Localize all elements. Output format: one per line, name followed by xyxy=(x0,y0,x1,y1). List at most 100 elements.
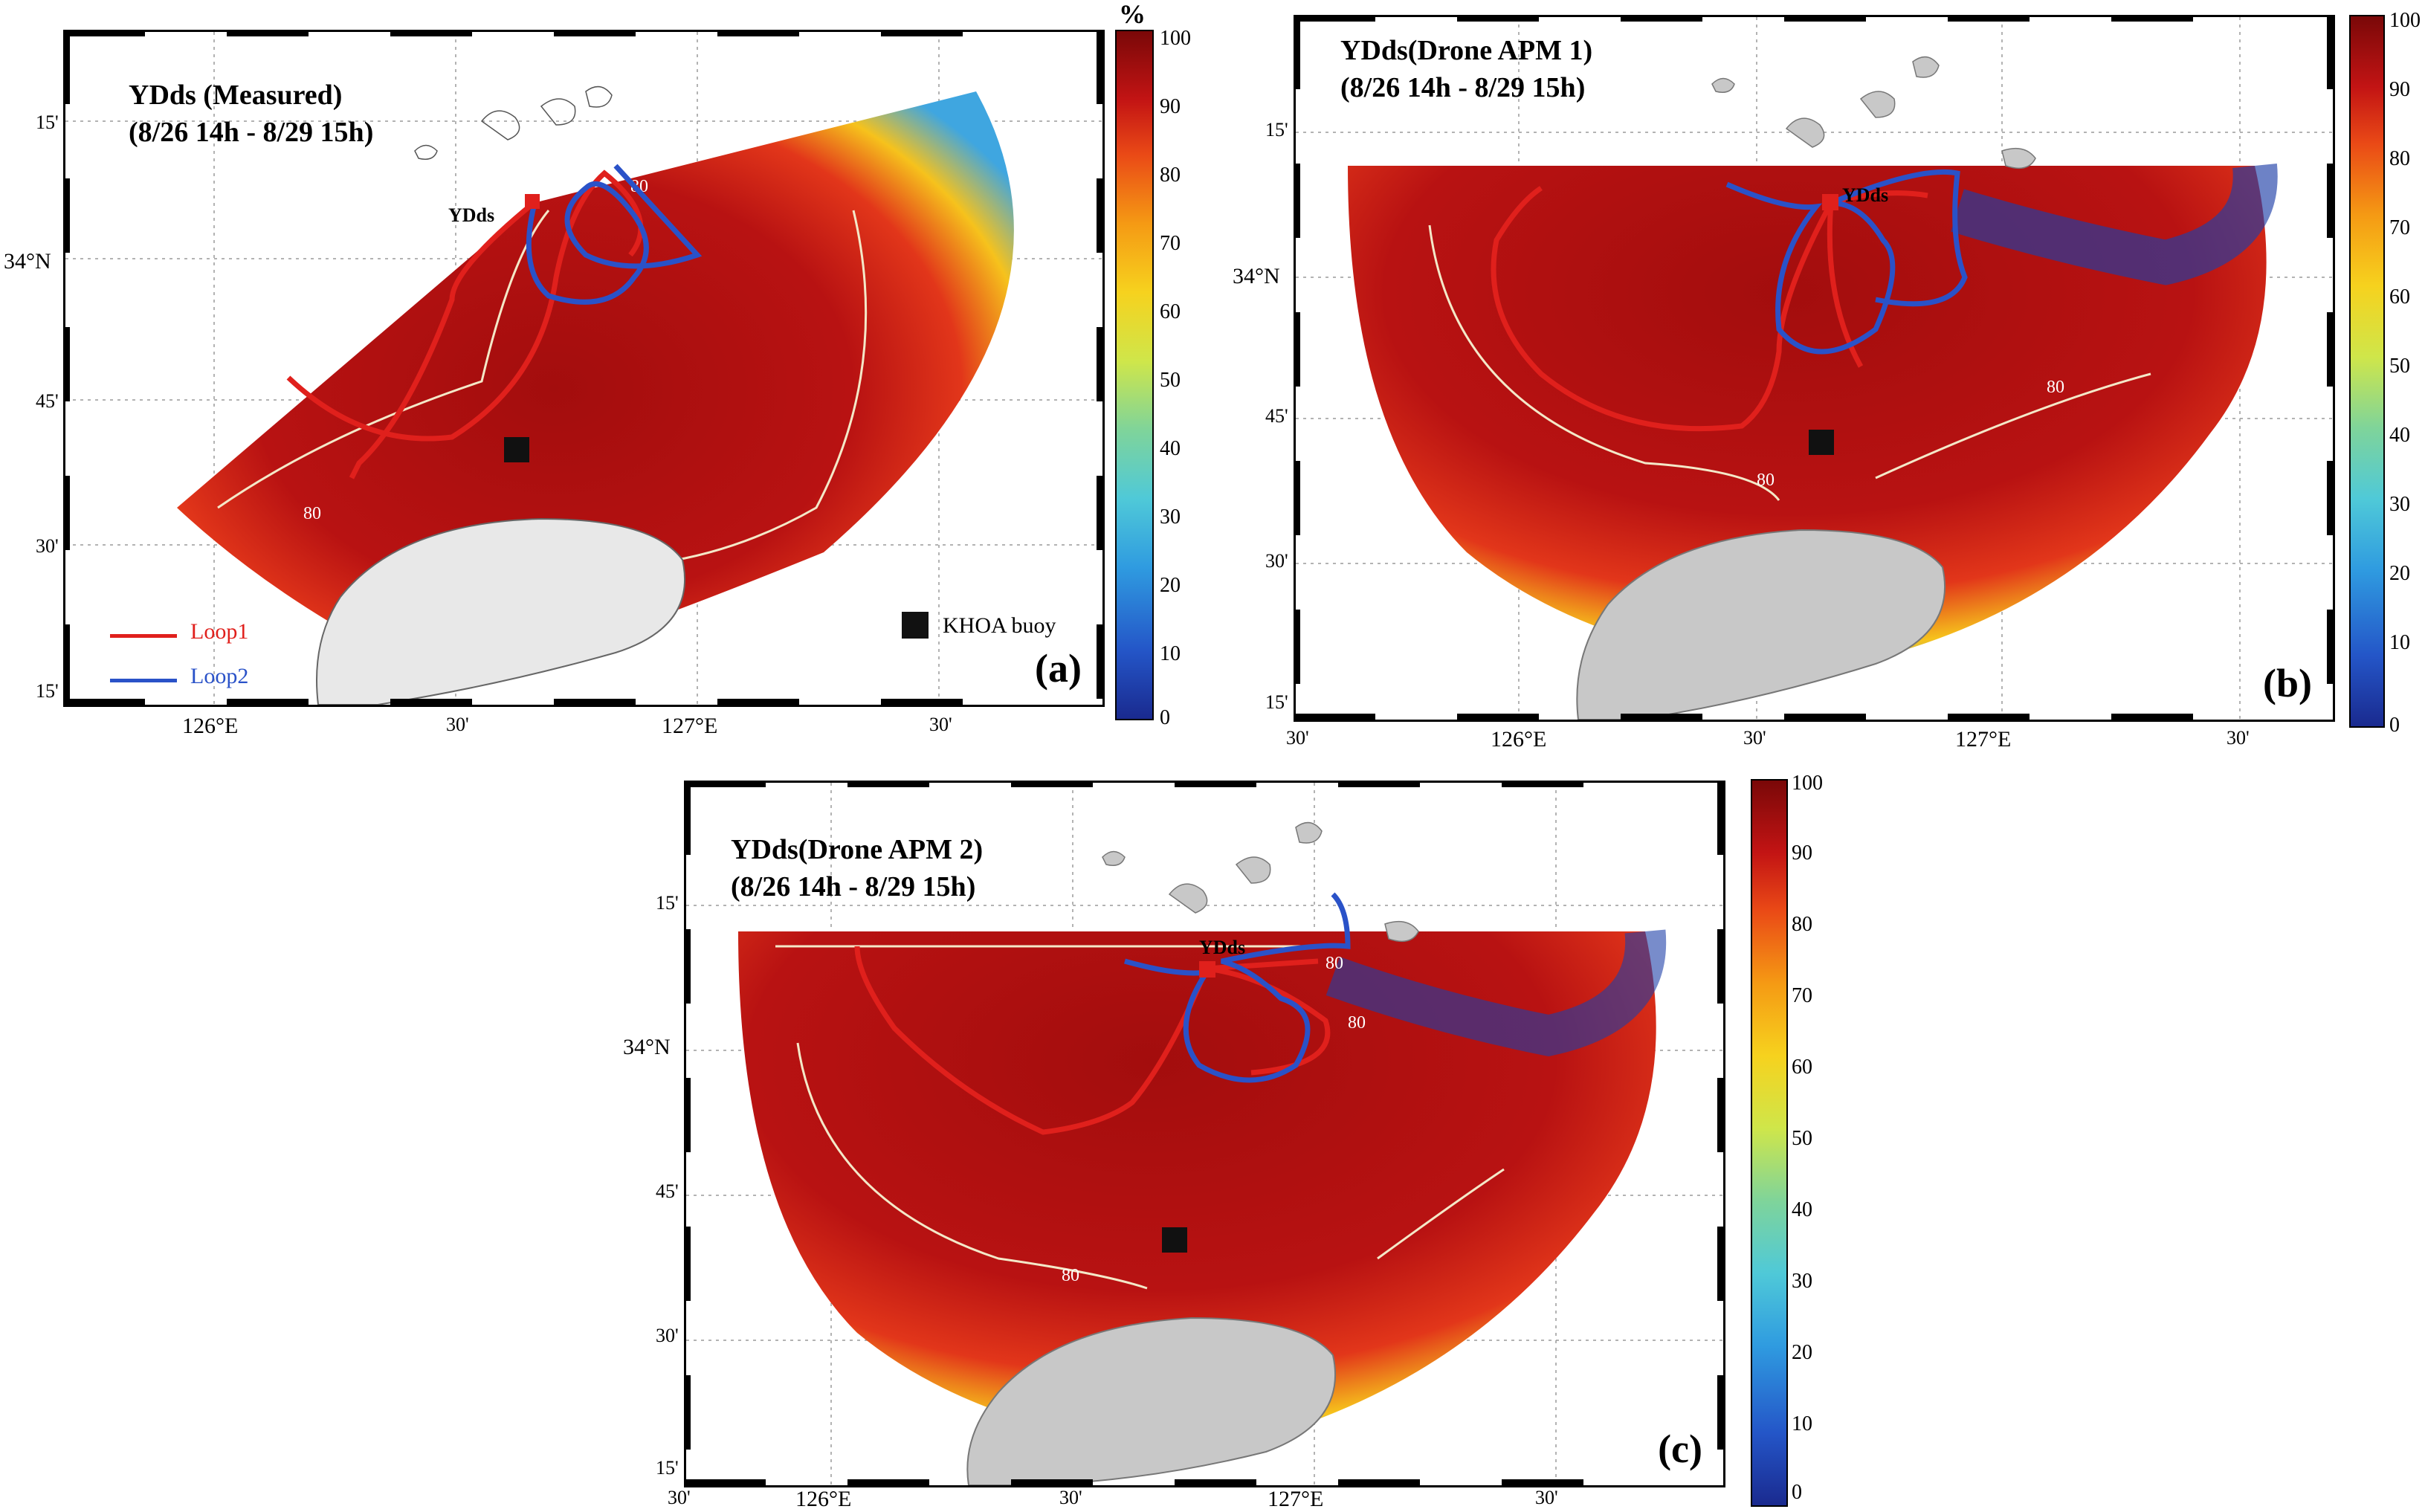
cb-tick: 20 xyxy=(2389,562,2410,585)
svg-text:80: 80 xyxy=(1325,954,1343,973)
lon-tick: 30' xyxy=(1535,1487,1558,1508)
cb-tick: 90 xyxy=(1160,95,1181,118)
cb-tick: 40 xyxy=(1792,1198,1812,1221)
cb-tick: 90 xyxy=(2389,78,2410,101)
lat-tick: 34°N xyxy=(623,1035,671,1059)
colorbar-c xyxy=(1751,779,1788,1507)
lat-tick: 15' xyxy=(656,1457,679,1479)
lat-tick: 15' xyxy=(36,112,59,133)
coverage-fan xyxy=(738,931,1656,1452)
island xyxy=(966,1316,1337,1485)
cb-tick: 100 xyxy=(2389,9,2421,32)
svg-text:80: 80 xyxy=(1348,1013,1366,1033)
loop2-track xyxy=(1725,169,1968,355)
cb-tick: 30 xyxy=(2389,493,2410,516)
panel-a: 80 80 YDds YDds (Measured) (8/26 14h - 8/… xyxy=(0,0,1219,751)
lon-tick: 127°E xyxy=(1955,727,2012,752)
colorbar-b xyxy=(2349,15,2385,728)
station-label: YDds xyxy=(1842,184,1888,206)
cb-tick: 10 xyxy=(1792,1412,1812,1435)
cb-tick: 30 xyxy=(1792,1270,1812,1293)
lon-tick: 127°E xyxy=(662,714,718,738)
buoy-legend-square xyxy=(902,612,929,639)
island xyxy=(316,517,686,705)
cb-tick: 50 xyxy=(1160,369,1181,392)
lat-tick: 30' xyxy=(656,1325,679,1346)
svg-text:80: 80 xyxy=(1757,471,1775,490)
lat-tick: 30' xyxy=(1265,550,1288,572)
panel-letter: (a) xyxy=(1035,646,1082,691)
cb-tick: 60 xyxy=(1160,300,1181,323)
cb-tick: 60 xyxy=(2389,285,2410,308)
cb-tick: 20 xyxy=(1160,574,1181,597)
lat-tick: 15' xyxy=(36,680,59,702)
lon-tick: 126°E xyxy=(795,1487,852,1511)
buoy-legend-label: KHOA buoy xyxy=(943,613,1056,638)
lon-tick: 30' xyxy=(929,714,952,735)
cb-tick: 30 xyxy=(1160,505,1181,529)
lat-tick: 30' xyxy=(36,535,59,557)
loop1-legend-line xyxy=(110,634,177,638)
colorbar-unit: % xyxy=(1119,0,1146,29)
lat-tick: 45' xyxy=(36,390,59,412)
lat-tick: 34°N xyxy=(4,249,51,274)
cb-tick: 70 xyxy=(2389,216,2410,239)
station-label: YDds xyxy=(1199,937,1245,958)
cb-tick: 0 xyxy=(1792,1481,1802,1504)
lat-tick: 45' xyxy=(1265,405,1288,427)
lon-tick: 30' xyxy=(1286,727,1309,749)
lon-tick: 30' xyxy=(1743,727,1766,749)
station-marker xyxy=(525,194,540,209)
cb-tick: 10 xyxy=(2389,631,2410,654)
cb-tick: 70 xyxy=(1160,232,1181,255)
svg-text:80: 80 xyxy=(2047,378,2064,397)
station-marker xyxy=(1822,194,1838,210)
cb-tick: 40 xyxy=(1160,437,1181,460)
coverage-fan xyxy=(177,91,1014,686)
lon-tick: 30' xyxy=(668,1487,691,1508)
lat-tick: 15' xyxy=(1265,691,1288,713)
cb-tick: 80 xyxy=(2389,147,2410,170)
lon-tick: 30' xyxy=(446,714,469,735)
cb-tick: 70 xyxy=(1792,984,1812,1007)
buoy-marker xyxy=(1162,1227,1187,1253)
cb-tick: 0 xyxy=(2389,714,2400,737)
loop1-track xyxy=(286,169,644,479)
panel-letter: (c) xyxy=(1658,1427,1702,1471)
cb-tick: 40 xyxy=(2389,424,2410,447)
panel-title: YDds (Measured) (8/26 14h - 8/29 15h) xyxy=(129,80,374,148)
loop1-legend-label: Loop1 xyxy=(190,619,249,644)
buoy-marker xyxy=(504,437,529,462)
map-c: 80 80 80 YDds YDds(Drone APM 2) (8/26 14h… xyxy=(684,781,1725,1487)
cb-tick: 80 xyxy=(1792,913,1812,936)
island xyxy=(1576,529,1946,720)
buoy-marker xyxy=(1809,430,1834,455)
panel-title: YDds(Drone APM 2) (8/26 14h - 8/29 15h) xyxy=(731,834,984,902)
coverage-fan xyxy=(1348,166,2267,671)
map-a: 80 80 YDds YDds (Measured) (8/26 14h - 8/… xyxy=(63,30,1105,707)
lon-tick: 30' xyxy=(2227,727,2250,749)
cb-tick: 0 xyxy=(1160,706,1170,729)
svg-text:80: 80 xyxy=(303,504,321,523)
cb-tick: 100 xyxy=(1160,27,1191,50)
cb-tick: 90 xyxy=(1792,841,1812,865)
cb-tick: 80 xyxy=(1160,164,1181,187)
loop2-legend-line xyxy=(110,679,177,682)
cb-tick: 50 xyxy=(1792,1127,1812,1150)
lon-tick: 30' xyxy=(1059,1487,1082,1508)
loop2-track xyxy=(526,164,703,305)
cb-tick: 50 xyxy=(2389,355,2410,378)
lon-tick: 127°E xyxy=(1268,1487,1324,1511)
svg-text:80: 80 xyxy=(1062,1266,1079,1285)
panel-c: 80 80 80 YDds YDds(Drone APM 2) (8/26 14h… xyxy=(610,758,1823,1511)
cb-tick: 20 xyxy=(1792,1341,1812,1364)
map-b: 80 80 YDds YDds(Drone APM 1) (8/26 14h - … xyxy=(1294,15,2335,722)
station-marker xyxy=(1199,961,1215,978)
cb-tick: 10 xyxy=(1160,642,1181,665)
cb-tick: 60 xyxy=(1792,1056,1812,1079)
loop2-track xyxy=(1124,892,1351,1083)
station-label: YDds xyxy=(448,204,494,226)
panel-b: 80 80 YDds YDds(Drone APM 1) (8/26 14h - … xyxy=(1219,0,2425,752)
lon-tick: 126°E xyxy=(182,714,239,738)
lat-tick: 34°N xyxy=(1233,264,1280,288)
